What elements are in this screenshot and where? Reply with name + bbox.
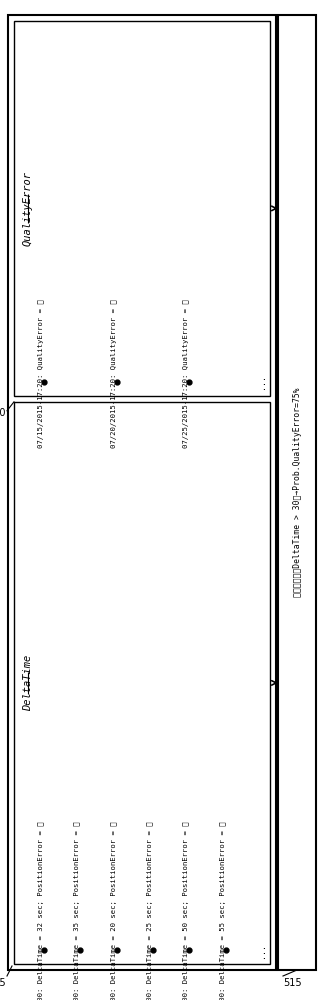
Text: 505: 505 (0, 978, 6, 988)
Text: 07/20/2015-17:00: DeltaTime = 50 sec; PositionError = 赶: 07/20/2015-17:00: DeltaTime = 50 sec; Po… (183, 822, 189, 1000)
Text: 515: 515 (283, 978, 302, 988)
Bar (278, 15, 316, 970)
Text: 510: 510 (0, 408, 6, 418)
Text: ...: ... (257, 374, 266, 389)
Text: QualityError: QualityError (23, 171, 33, 246)
Text: 后分析：如果DeltaTime > 30秒→Prob.QualityError=75%: 后分析：如果DeltaTime > 30秒→Prob.QualityError=… (292, 388, 301, 597)
Text: 07/20/2015-17:20: QualityError = 赶: 07/20/2015-17:20: QualityError = 赶 (110, 299, 117, 448)
Text: 07/18/2015-15:00: DeltaTime = 25 sec; PositionError = 假: 07/18/2015-15:00: DeltaTime = 25 sec; Po… (146, 822, 153, 1000)
Bar (14, 402, 270, 964)
Text: 07/15/2015-15:00: DeltaTime = 32 sec; PositionError = 赶: 07/15/2015-15:00: DeltaTime = 32 sec; Po… (37, 822, 44, 1000)
Text: 07/16/2015-17:00: DeltaTime = 20 sec; PositionError = 假: 07/16/2015-17:00: DeltaTime = 20 sec; Po… (110, 822, 117, 1000)
Text: ...: ... (257, 942, 266, 958)
Text: 07/25/2015-17:20: QualityError = 赶: 07/25/2015-17:20: QualityError = 赶 (183, 299, 189, 448)
Text: 07/25/2015-17:00: DeltaTime = 55 sec; PositionError = 赶: 07/25/2015-17:00: DeltaTime = 55 sec; Po… (219, 822, 226, 1000)
Bar (14, 21, 270, 396)
Text: 07/15/2015-17:20: QualityError = 赶: 07/15/2015-17:20: QualityError = 赶 (37, 299, 44, 448)
Bar (8, 15, 276, 970)
Text: 07/15/2015-17:00: DeltaTime = 35 sec; PositionError = 赶: 07/15/2015-17:00: DeltaTime = 35 sec; Po… (74, 822, 80, 1000)
Text: DeltaTime: DeltaTime (23, 655, 33, 711)
